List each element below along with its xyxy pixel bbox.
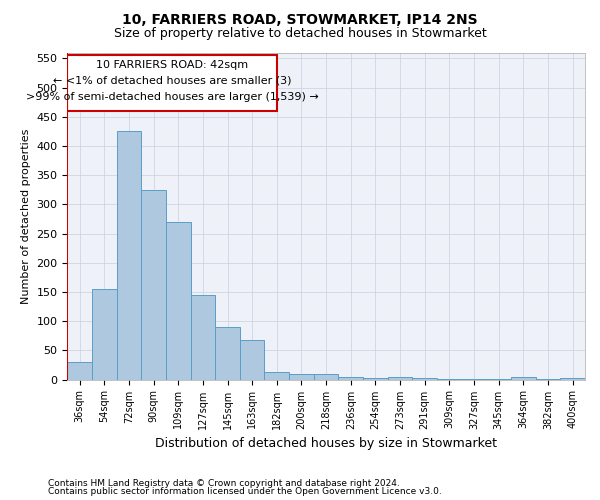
- Bar: [388, 376, 412, 380]
- Bar: [536, 379, 560, 380]
- Text: 10 FARRIERS ROAD: 42sqm: 10 FARRIERS ROAD: 42sqm: [96, 60, 248, 70]
- Text: ← <1% of detached houses are smaller (3): ← <1% of detached houses are smaller (3): [53, 76, 291, 86]
- Text: >99% of semi-detached houses are larger (1,539) →: >99% of semi-detached houses are larger …: [26, 92, 319, 102]
- Bar: [338, 376, 363, 380]
- Bar: [215, 327, 240, 380]
- X-axis label: Distribution of detached houses by size in Stowmarket: Distribution of detached houses by size …: [155, 437, 497, 450]
- Bar: [511, 376, 536, 380]
- Bar: [240, 340, 265, 380]
- Bar: [363, 378, 388, 380]
- Y-axis label: Number of detached properties: Number of detached properties: [21, 128, 31, 304]
- Bar: [289, 374, 314, 380]
- Bar: [560, 378, 585, 380]
- Bar: [116, 132, 141, 380]
- Text: 10, FARRIERS ROAD, STOWMARKET, IP14 2NS: 10, FARRIERS ROAD, STOWMARKET, IP14 2NS: [122, 12, 478, 26]
- Bar: [67, 362, 92, 380]
- Bar: [437, 379, 462, 380]
- Text: Size of property relative to detached houses in Stowmarket: Size of property relative to detached ho…: [113, 28, 487, 40]
- Bar: [265, 372, 289, 380]
- Bar: [314, 374, 338, 380]
- Bar: [462, 379, 487, 380]
- Bar: [92, 289, 116, 380]
- Bar: [67, 55, 277, 111]
- Bar: [487, 379, 511, 380]
- Bar: [141, 190, 166, 380]
- Bar: [166, 222, 191, 380]
- Text: Contains public sector information licensed under the Open Government Licence v3: Contains public sector information licen…: [48, 487, 442, 496]
- Text: Contains HM Land Registry data © Crown copyright and database right 2024.: Contains HM Land Registry data © Crown c…: [48, 478, 400, 488]
- Bar: [191, 295, 215, 380]
- Bar: [412, 378, 437, 380]
